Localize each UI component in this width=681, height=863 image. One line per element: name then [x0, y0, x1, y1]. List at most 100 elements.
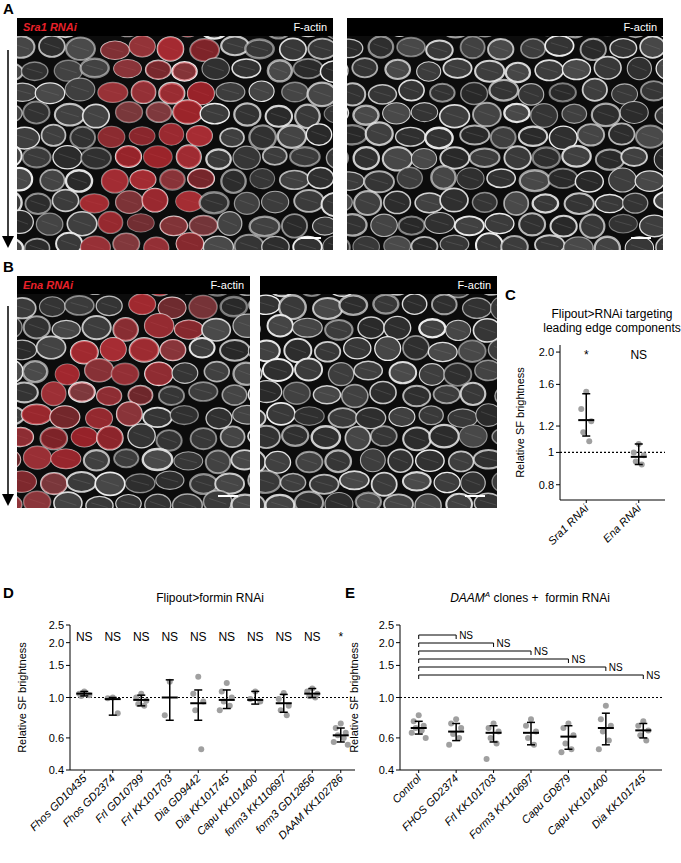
cell-fiber	[421, 457, 438, 462]
cell	[233, 314, 250, 337]
error-cap-low	[166, 720, 174, 722]
cell	[440, 235, 469, 250]
cell	[383, 103, 411, 124]
cell	[295, 492, 323, 508]
cell	[231, 450, 250, 469]
cell	[189, 382, 218, 401]
cell	[640, 215, 663, 237]
cell	[17, 298, 36, 319]
cell	[221, 36, 249, 55]
cell-fiber	[260, 478, 274, 484]
cell	[535, 235, 564, 250]
cell	[249, 81, 274, 101]
cell-fiber	[347, 393, 363, 399]
cell	[95, 472, 125, 495]
rnai-clone	[145, 314, 174, 338]
cell	[203, 236, 233, 250]
cell-fiber	[45, 177, 60, 182]
cell-fiber	[332, 155, 333, 161]
y-axis-label: Relative SF brightness	[514, 367, 526, 478]
stain-label: F-actin	[623, 21, 657, 33]
cell	[488, 339, 497, 362]
cell-fiber	[431, 135, 447, 140]
cell-fiber	[71, 303, 88, 308]
cell-fiber	[370, 179, 388, 184]
chart-title: leading edge components	[543, 321, 680, 335]
cell-fiber	[417, 243, 433, 248]
cell-fiber	[389, 324, 405, 330]
rnai-clone	[85, 359, 114, 382]
cell	[397, 167, 422, 188]
rnai-clone	[130, 338, 159, 361]
rnai-clone	[158, 37, 184, 61]
cell-fiber	[585, 223, 600, 229]
panel-letter: C	[505, 286, 516, 303]
cell	[248, 340, 250, 361]
cell	[504, 192, 528, 215]
reference-line	[560, 452, 665, 453]
error-cap-low	[337, 741, 345, 743]
data-point	[416, 712, 422, 718]
cell	[146, 102, 171, 122]
error-cap-low	[527, 744, 535, 746]
rnai-clone	[132, 81, 156, 103]
error-cap-high	[308, 688, 316, 690]
rnai-label: Sra1 RNAi	[23, 21, 78, 33]
cell	[562, 146, 590, 167]
cell	[262, 191, 289, 213]
cell-fiber	[59, 154, 76, 160]
cell	[636, 125, 663, 147]
data-point	[600, 729, 606, 735]
x-tick	[255, 770, 256, 773]
error-cap-high	[635, 443, 643, 445]
image-header	[17, 276, 250, 294]
data-point	[488, 735, 494, 741]
cell	[565, 193, 594, 214]
cell-fiber	[331, 501, 348, 507]
cell	[177, 145, 201, 168]
cell-fiber	[330, 111, 333, 116]
cell	[375, 337, 401, 361]
x-tick-label: Control	[390, 772, 424, 806]
rnai-clone	[129, 127, 155, 145]
cell	[51, 449, 81, 469]
cell	[323, 236, 333, 250]
cell	[370, 381, 396, 403]
cell	[281, 473, 306, 491]
cell-fiber	[313, 175, 329, 180]
mean-line	[76, 693, 92, 695]
cell-fiber	[42, 221, 58, 226]
cell	[390, 362, 417, 383]
cell-fiber	[28, 154, 45, 159]
cell-fiber	[493, 175, 510, 180]
cell-fiber	[393, 457, 408, 463]
error-cap-high	[251, 691, 259, 693]
cell-fiber	[286, 480, 301, 485]
cell	[402, 294, 426, 314]
cell	[344, 338, 371, 359]
cell	[159, 386, 184, 405]
micrograph: F-actin	[260, 276, 497, 508]
cell-fiber	[462, 175, 478, 180]
error-cap-high	[166, 679, 174, 681]
cell	[411, 103, 437, 122]
plot-area	[70, 674, 355, 753]
cell-fiber	[424, 412, 438, 417]
cell	[342, 385, 368, 408]
cell	[222, 385, 247, 405]
cell	[189, 295, 217, 318]
cell-fiber	[256, 223, 274, 228]
cell-fiber	[254, 88, 269, 93]
cell-fiber	[570, 201, 588, 206]
error-cap-high	[490, 725, 498, 727]
cell	[268, 60, 292, 81]
y-axis-label: Relative SF brightness	[348, 642, 360, 753]
cell	[97, 387, 122, 406]
cell	[172, 363, 198, 384]
cell	[356, 408, 386, 429]
rnai-clone	[145, 362, 173, 385]
cell	[233, 363, 250, 385]
cell-fiber	[72, 45, 89, 51]
cell-fiber	[300, 413, 318, 418]
cell-fiber	[468, 305, 485, 310]
